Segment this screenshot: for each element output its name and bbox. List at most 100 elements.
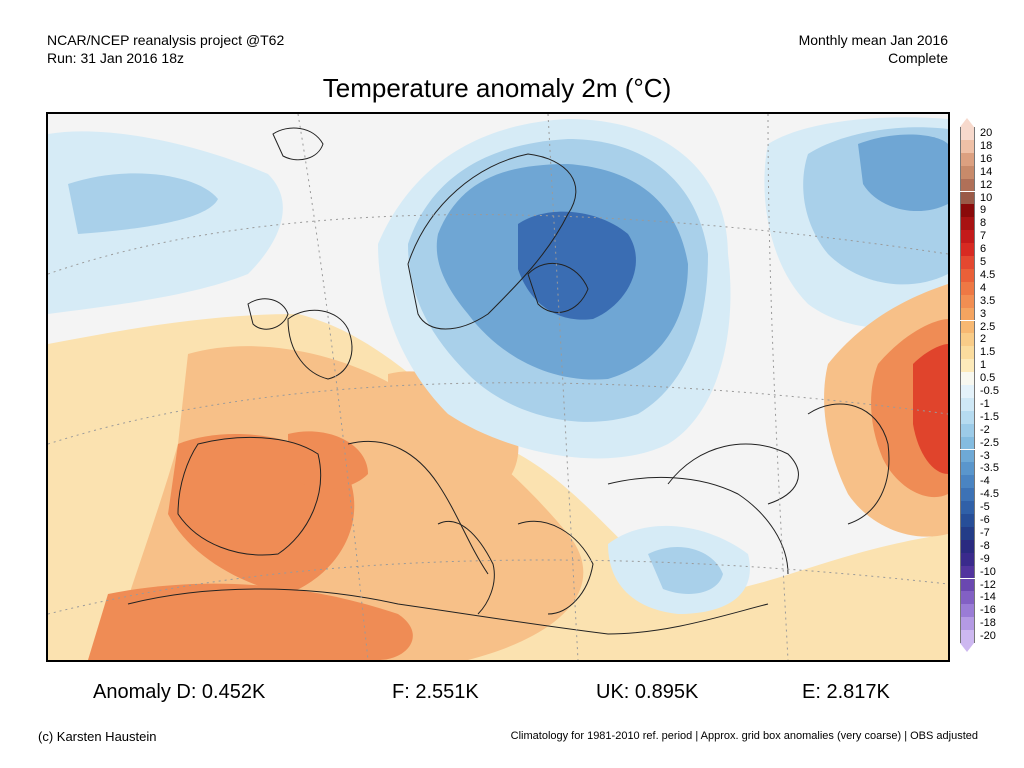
colorbar-label: -5	[980, 501, 990, 514]
colorbar-segment	[960, 178, 975, 192]
colorbar-label: -10	[980, 565, 996, 578]
colorbar-segment	[960, 256, 975, 269]
anomaly-stats: Anomaly D: 0.452K F: 2.551K UK: 0.895K E…	[0, 680, 1024, 706]
colorbar-label: 2.5	[980, 320, 996, 333]
colorbar-segment	[960, 307, 975, 321]
colorbar-segment	[960, 514, 975, 527]
colorbar-bottom-arrow	[960, 643, 974, 652]
colorbar-label: -6	[980, 514, 990, 526]
colorbar-segment	[960, 436, 975, 450]
colorbar-label: -14	[980, 591, 996, 604]
stat-uk: UK: 0.895K	[596, 681, 699, 703]
colorbar-label: 18	[980, 139, 993, 152]
anomaly-zone-anatolia-cold	[648, 546, 723, 594]
colorbar-segment	[960, 397, 975, 411]
period-label: Monthly mean Jan 2016	[798, 32, 948, 48]
stat-spain: E: 2.817K	[802, 681, 890, 703]
colorbar-segment	[960, 359, 975, 373]
colorbar-label: -16	[980, 604, 996, 617]
colorbar-label: 4	[980, 281, 987, 294]
colorbar-label: -2.5	[980, 436, 999, 449]
colorbar-label: -9	[980, 552, 990, 565]
colorbar-label: -0.5	[980, 385, 999, 397]
colorbar-segment	[960, 165, 975, 179]
anomaly-zone-urals-core	[858, 134, 948, 212]
anomaly-zone-north-africa-hot	[88, 583, 413, 660]
colorbar-segment	[960, 565, 975, 579]
colorbar-label: -8	[980, 539, 990, 552]
colorbar-label: -20	[980, 630, 996, 643]
colorbar-segment	[960, 462, 975, 476]
colorbar-label: 10	[980, 191, 993, 204]
colorbar-label: 16	[980, 152, 993, 165]
temperature-anomaly-map	[46, 112, 950, 662]
colorbar-segment	[960, 410, 975, 424]
run-label: Run: 31 Jan 2016 18z	[47, 50, 184, 66]
status-label: Complete	[888, 50, 948, 66]
header-right: Monthly mean Jan 2016 Complete	[799, 31, 948, 67]
colorbar-segment	[960, 320, 975, 334]
colorbar-label: 2	[980, 333, 987, 346]
colorbar-segment	[960, 617, 975, 631]
colorbar-label: 12	[980, 178, 993, 191]
colorbar-segment	[960, 372, 975, 385]
graticule	[48, 114, 948, 660]
colorbar-segment	[960, 333, 975, 347]
colorbar-segment	[960, 294, 975, 308]
colorbar-label: -4.5	[980, 488, 999, 501]
colorbar-label: -7	[980, 526, 990, 539]
colorbar-label: 4.5	[980, 268, 996, 281]
colorbar-top-arrow	[960, 118, 974, 127]
colorbar-label: 1	[980, 359, 987, 372]
anomaly-zone-finland-core	[518, 211, 636, 320]
map-title: Temperature anomaly 2m (°C)	[322, 73, 672, 103]
colorbar-segment	[960, 230, 975, 244]
colorbar-label: -1.5	[980, 410, 999, 423]
colorbar-segment	[960, 217, 975, 231]
colorbar-label: -1	[980, 397, 990, 410]
colorbar-segment	[960, 488, 975, 502]
colorbar-segment	[960, 475, 975, 489]
colorbar-segment	[960, 604, 975, 618]
colorbar-segment	[960, 630, 975, 643]
colorbar-label: 0.5	[980, 372, 996, 385]
colorbar-segment	[960, 204, 975, 218]
colorbar-label: 20	[980, 127, 993, 139]
colorbar-segment	[960, 578, 975, 592]
colorbar-label: 9	[980, 204, 987, 217]
colorbar-segment	[960, 501, 975, 514]
header-left: NCAR/NCEP reanalysis project @T62 Run: 3…	[47, 31, 284, 67]
colorbar-label: -18	[980, 617, 996, 630]
colorbar-label: 7	[980, 230, 987, 243]
credit-label: (c) Karsten Haustein	[38, 729, 157, 744]
colorbar-label: 14	[980, 165, 993, 178]
colorbar-label: -2	[980, 423, 990, 436]
colorbar-label: 5	[980, 256, 987, 268]
map-canvas	[48, 114, 948, 660]
colorbar-segment	[960, 449, 975, 463]
anomaly-zone-caspian-very-hot	[913, 344, 948, 474]
colorbar-label: 8	[980, 217, 987, 230]
stat-germany: Anomaly D: 0.452K	[93, 681, 266, 703]
colorbar-segment	[960, 127, 975, 140]
colorbar-segment	[960, 346, 975, 360]
colorbar-segment	[960, 552, 975, 566]
source-label: NCAR/NCEP reanalysis project @T62	[47, 32, 285, 48]
anomaly-zone-france-hot	[288, 431, 368, 489]
colorbar-label: -4	[980, 475, 990, 488]
colorbar-segment	[960, 281, 975, 295]
colorbar-label: -12	[980, 578, 996, 591]
colorbar-label: 6	[980, 243, 987, 256]
colorbar-segment	[960, 526, 975, 540]
colorbar-segment	[960, 152, 975, 166]
colorbar-label: 3	[980, 307, 987, 320]
stat-france: F: 2.551K	[392, 681, 479, 703]
colorbar-segment	[960, 268, 975, 282]
colorbar-segment	[960, 385, 975, 398]
anomaly-zone-atlantic-cool-core	[68, 173, 218, 234]
colorbar-segment	[960, 539, 975, 553]
colorbar-label: -3	[980, 449, 990, 462]
colorbar-segment	[960, 243, 975, 256]
colorbar-label: 3.5	[980, 294, 996, 307]
climatology-label: Climatology for 1981-2010 ref. period | …	[510, 730, 978, 742]
